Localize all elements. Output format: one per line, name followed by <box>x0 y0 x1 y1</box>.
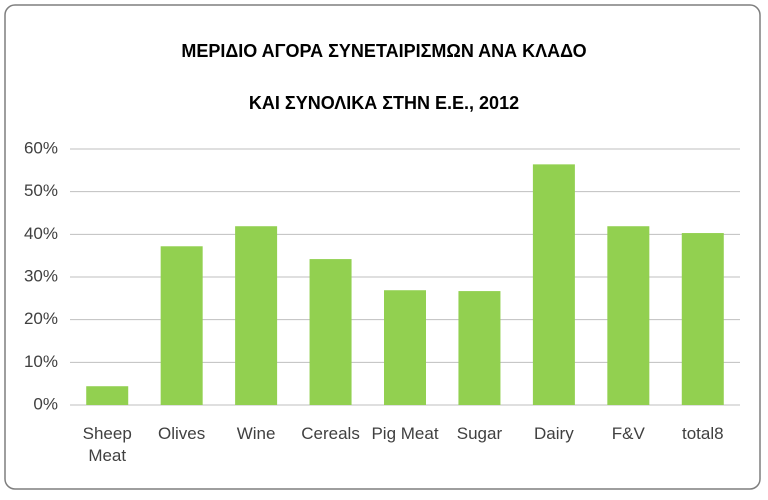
bar <box>86 386 129 405</box>
x-tick-label: F&V <box>611 424 645 443</box>
x-tick-label: Sugar <box>456 424 503 443</box>
x-tick-label: Dairy <box>534 424 574 443</box>
y-tick-label: 30% <box>24 266 58 285</box>
chart-title: ΚΑΙ ΣΥΝΟΛΙΚΑ ΣΤΗΝ Ε.Ε., 2012 <box>249 93 519 113</box>
y-tick-label: 10% <box>24 352 58 371</box>
y-tick-label: 40% <box>24 224 58 243</box>
y-tick-label: 0% <box>33 394 58 413</box>
bar <box>532 164 575 405</box>
y-tick-label: 60% <box>24 138 58 157</box>
bar <box>607 226 650 405</box>
bar <box>160 246 203 405</box>
chart-title: ΜΕΡΙΔΙΟ ΑΓΟΡΑ ΣΥΝΕΤΑΙΡΙΣΜΩΝ ΑΝΑ ΚΛΑΔΟ <box>181 41 586 61</box>
y-tick-label: 50% <box>24 181 58 200</box>
x-tick-label: Pig Meat <box>371 424 439 443</box>
bar <box>681 233 724 405</box>
bar <box>458 291 501 405</box>
y-tick-label: 20% <box>24 309 58 328</box>
bar <box>384 290 426 405</box>
x-tick-label: total8 <box>681 424 724 443</box>
x-tick-label: Wine <box>236 424 276 443</box>
bar <box>309 259 352 405</box>
x-tick-label: Cereals <box>301 424 360 443</box>
bar <box>235 226 278 405</box>
x-tick-label: Olives <box>158 424 206 443</box>
x-tick-label: Sheep Meat <box>82 424 132 465</box>
